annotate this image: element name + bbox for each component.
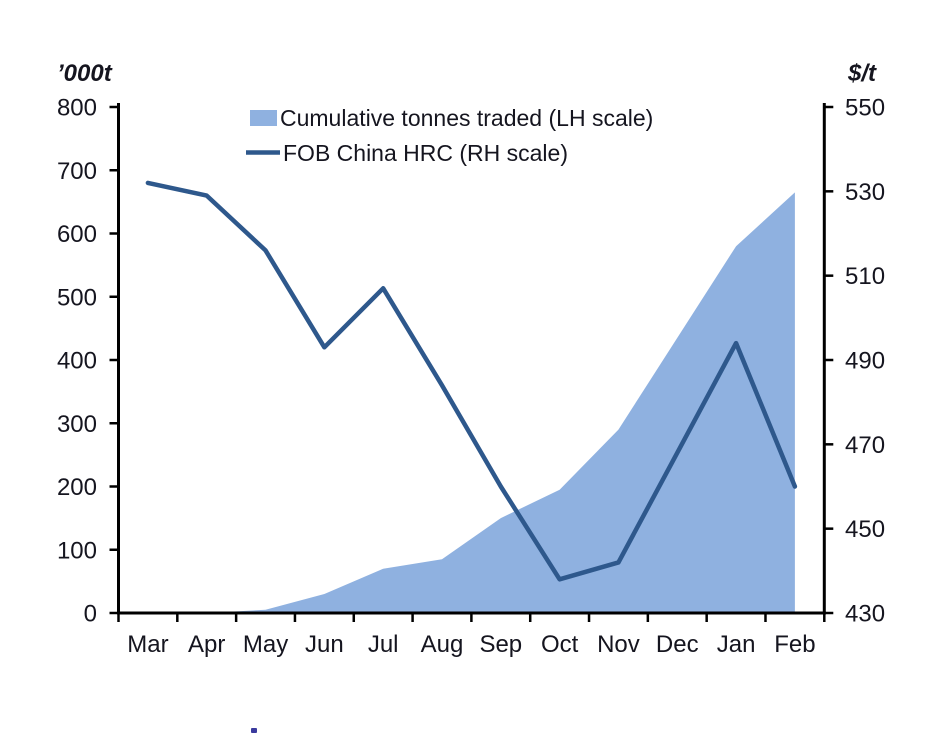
area-series-cumulative-tonnes [147,192,795,613]
cropped-footer-artifact [251,728,257,733]
x-axis-month-label: May [243,631,288,658]
x-axis-month-label: Aug [421,631,464,658]
left-axis-tick-label: 300 [57,411,97,438]
right-axis-tick-label: 450 [845,516,885,543]
left-axis-tick-label: 500 [57,284,97,311]
right-axis-tick-label: 550 [845,95,885,122]
left-axis-tick-label: 600 [57,221,97,248]
left-axis-tick-label: 800 [57,95,97,122]
right-axis-tick-label: 510 [845,263,885,290]
x-axis-month-label: Apr [188,631,225,658]
left-axis-tick-label: 100 [57,537,97,564]
left-axis-tick-label: 400 [57,348,97,375]
right-axis-title: $/t [847,60,877,87]
legend-label-cumulative-tonnes: Cumulative tonnes traded (LH scale) [280,105,653,131]
x-axis-month-label: Jun [305,631,344,658]
left-axis-tick-label: 700 [57,158,97,185]
x-axis-month-label: Dec [656,631,699,658]
right-axis-tick-label: 470 [845,432,885,459]
right-axis-tick-label: 430 [845,601,885,628]
x-axis-month-label: Feb [774,631,815,658]
right-axis-tick-label: 530 [845,179,885,206]
line-series-fob-china-hrc [145,180,798,582]
legend-label-fob-china-hrc: FOB China HRC (RH scale) [283,140,568,166]
legend-area-swatch [250,110,277,126]
x-axis-month-label: Mar [127,631,168,658]
left-axis-title: ’000t [57,60,113,87]
right-axis-tick-label: 490 [845,348,885,375]
x-axis-month-label: Jul [368,631,399,658]
x-axis-month-label: Jan [717,631,756,658]
left-axis-tick-label: 0 [84,601,97,628]
x-axis-month-label: Oct [541,631,579,658]
x-axis-month-label: Sep [479,631,522,658]
x-axis-month-label: Nov [597,631,640,658]
left-axis-tick-label: 200 [57,474,97,501]
